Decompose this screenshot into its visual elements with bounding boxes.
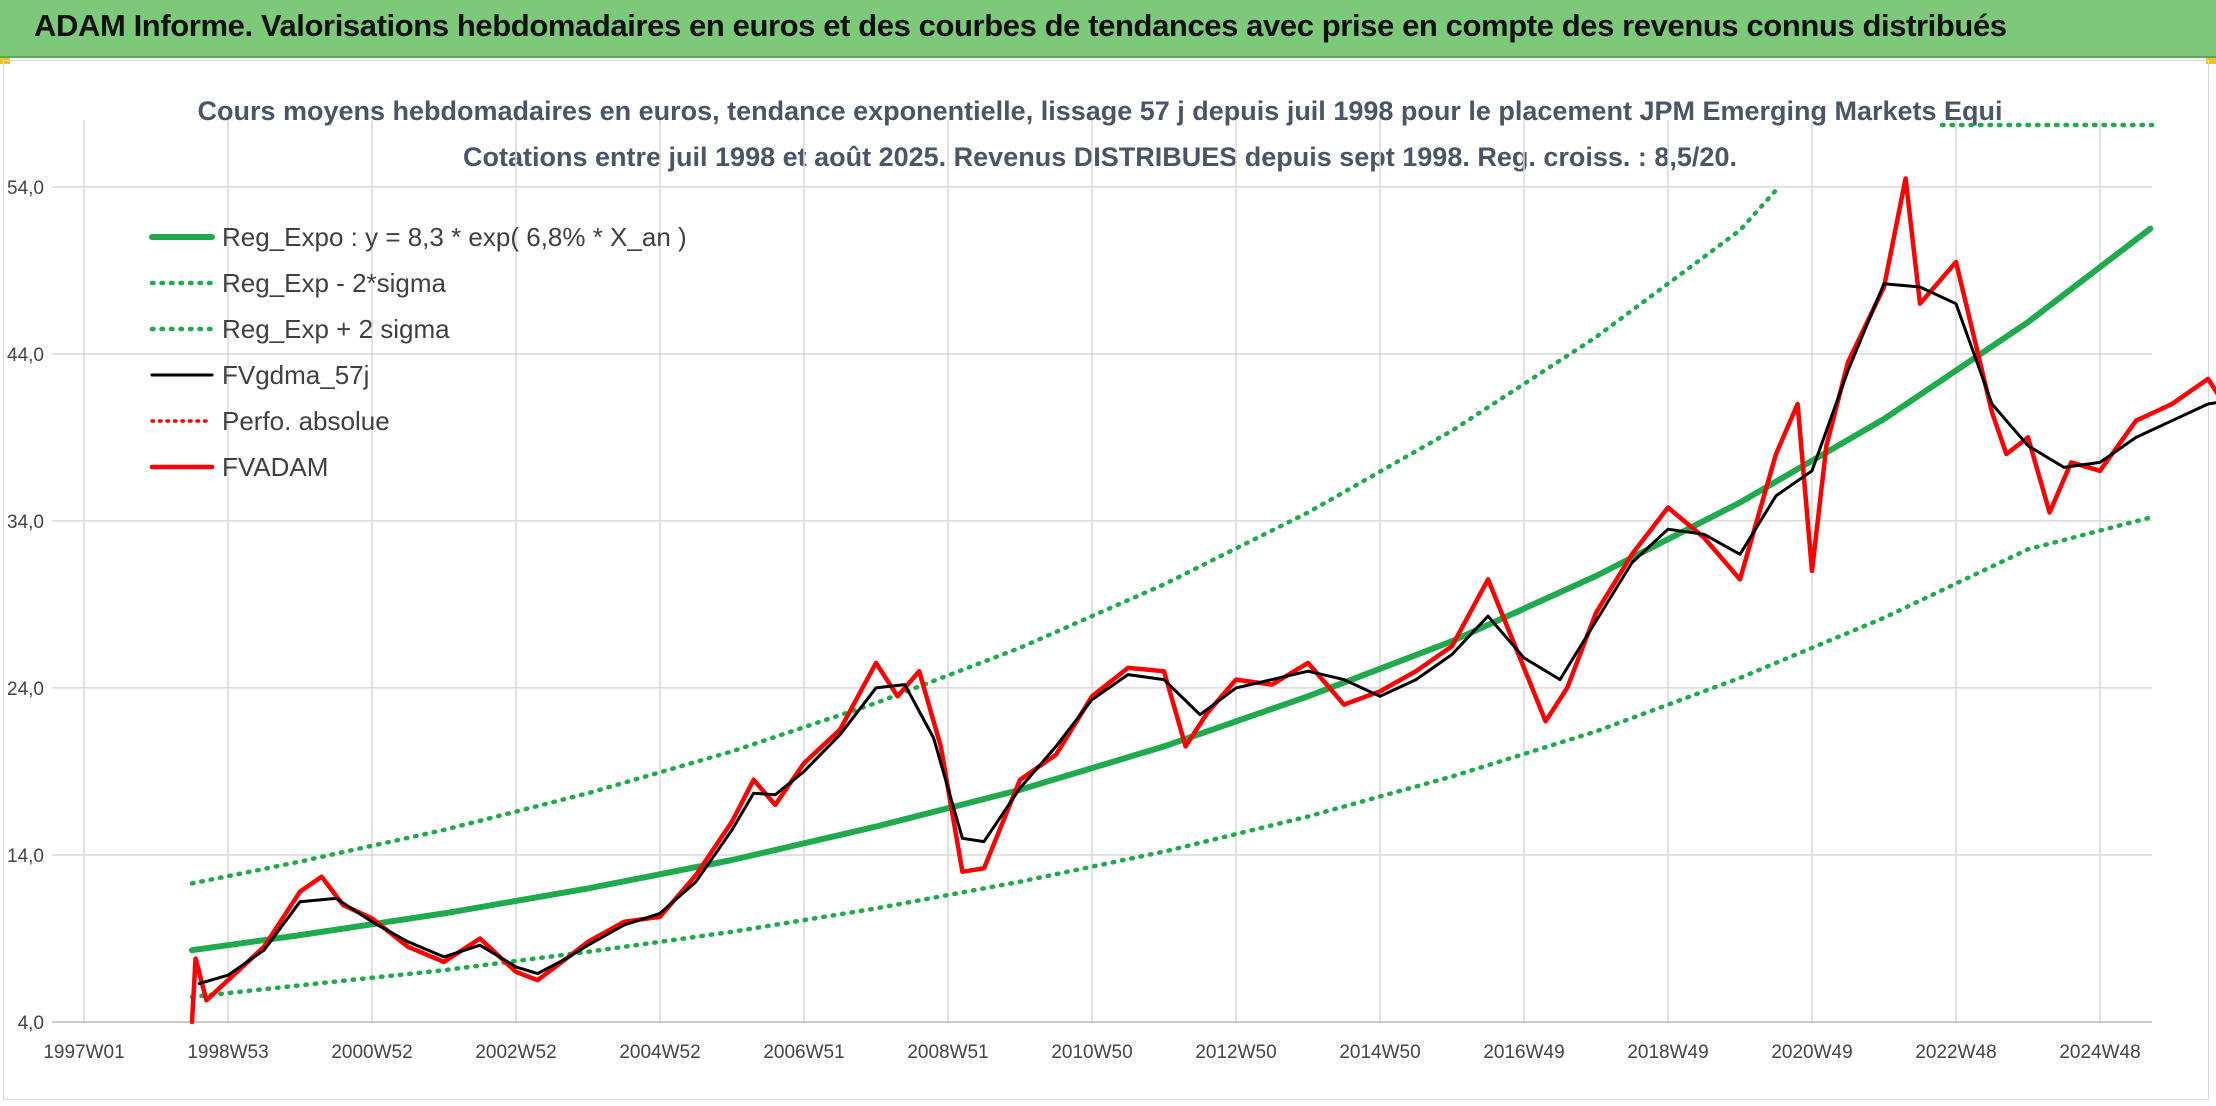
y-tick-label: 34,0 (7, 512, 44, 533)
header-title: ADAM Informe. Valorisations hebdomadaire… (34, 8, 2007, 43)
y-tick-label: 54,0 (7, 178, 44, 199)
x-tick-label: 2002W52 (475, 1042, 556, 1063)
y-tick-label: 44,0 (7, 345, 44, 366)
x-tick-label: 2000W52 (331, 1042, 412, 1063)
x-tick-label: 2006W51 (763, 1042, 844, 1063)
legend-label: Perfo. absolue (222, 406, 390, 436)
x-tick-label: 2014W50 (1339, 1042, 1420, 1063)
y-tick-label: 14,0 (7, 846, 44, 867)
legend: Reg_Expo : y = 8,3 * exp( 6,8% * X_an ) R… (149, 222, 687, 482)
corner-marker-right (2206, 58, 2216, 64)
series-fvgdma-57j (197, 282, 2216, 986)
x-tick-label: 1997W01 (43, 1042, 124, 1063)
x-tick-label: 2018W49 (1627, 1042, 1708, 1063)
legend-label: FVADAM (222, 452, 328, 482)
chart-title: Cours moyens hebdomadaires en euros, ten… (197, 96, 2002, 126)
y-tick-label: 24,0 (7, 679, 44, 700)
x-tick-label: 1998W53 (187, 1042, 268, 1063)
x-tick-label: 2016W49 (1483, 1042, 1564, 1063)
x-tick-label: 2020W49 (1771, 1042, 1852, 1063)
grid (52, 120, 2152, 1023)
legend-label: FVgdma_57j (222, 360, 369, 390)
x-tick-label: 2024W48 (2059, 1042, 2140, 1063)
x-tick-label: 2008W51 (907, 1042, 988, 1063)
series-fvadam (189, 176, 2216, 1025)
chart-subtitle: Cotations entre juil 1998 et août 2025. … (463, 142, 1737, 172)
y-tick-label: 4,0 (18, 1013, 44, 1034)
x-tick-label: 2012W50 (1195, 1042, 1276, 1063)
series-reg-plus-2sigma (189, 187, 1779, 886)
axes: 4,0 14,0 24,0 34,0 44,0 54,0 1997W01 1998W53 200… (7, 178, 2152, 1063)
x-tick-label: 2010W50 (1051, 1042, 1132, 1063)
legend-label: Reg_Exp - 2*sigma (222, 268, 447, 298)
series-lines (189, 122, 2216, 1025)
corner-marker-left (0, 58, 10, 64)
legend-label: Reg_Expo : y = 8,3 * exp( 6,8% * X_an ) (222, 222, 687, 252)
x-tick-label: 2022W48 (1915, 1042, 1996, 1063)
legend-label: Reg_Exp + 2 sigma (222, 314, 450, 344)
x-tick-label: 2004W52 (619, 1042, 700, 1063)
header-bar: ADAM Informe. Valorisations hebdomadaire… (0, 0, 2216, 58)
series-reg-expo (189, 225, 2154, 954)
series-reg-minus-2sigma (189, 515, 2153, 1000)
chart-frame (3, 60, 2209, 1100)
